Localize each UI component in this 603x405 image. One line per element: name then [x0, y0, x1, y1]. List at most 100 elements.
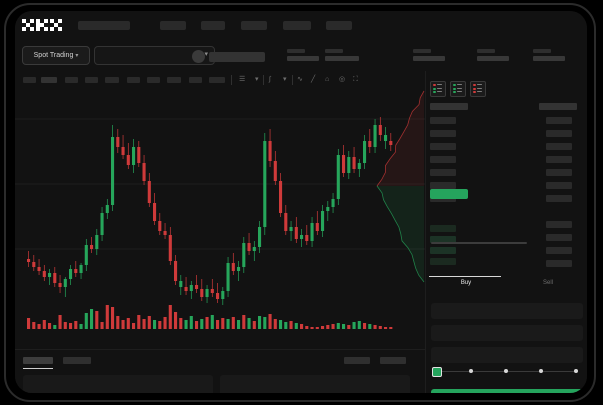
orderbook-mode-bids-icon[interactable]	[450, 81, 466, 97]
interval-button[interactable]	[209, 77, 225, 83]
toolbar-divider	[263, 75, 264, 85]
magnet-icon[interactable]: ⌂	[325, 76, 330, 83]
stat-value	[325, 56, 359, 61]
stat-label	[287, 49, 305, 53]
nav-item-6[interactable]	[326, 21, 352, 30]
orderbook-right-row[interactable]	[546, 195, 572, 202]
fullscreen-icon[interactable]: ⛶	[353, 76, 358, 83]
orderbook-ask-row[interactable]	[430, 130, 456, 137]
stat-label	[325, 49, 343, 53]
orderbook-mode-both-icon[interactable]	[430, 81, 446, 97]
slider-stop-25[interactable]	[469, 369, 473, 373]
bottom-tab-order-history[interactable]	[63, 357, 91, 364]
slider-handle[interactable]	[432, 367, 442, 377]
orderbook-ask-row[interactable]	[430, 117, 456, 124]
bottom-content-left[interactable]	[23, 375, 213, 393]
bottom-content-right[interactable]	[220, 375, 410, 393]
orderbook-right-row[interactable]	[546, 156, 572, 163]
stat-last-price	[287, 49, 319, 61]
nav-item-5[interactable]	[283, 21, 311, 30]
slider-stop-75[interactable]	[539, 369, 543, 373]
slider-stop-50[interactable]	[504, 369, 508, 373]
okx-logo[interactable]	[22, 19, 62, 31]
orderbook-right-row[interactable]	[546, 247, 572, 254]
spot-trading-label: Spot Trading	[33, 52, 74, 59]
tab-buy[interactable]: Buy	[460, 280, 472, 286]
orderbook-view-modes	[430, 81, 584, 99]
stat-change-24h	[325, 49, 359, 61]
orderbook-ask-row[interactable]	[430, 169, 456, 176]
chart-gridlines	[15, 118, 425, 250]
orderbook-ask-row[interactable]	[430, 182, 456, 189]
interval-button[interactable]	[65, 77, 78, 83]
toolbar-divider	[292, 75, 293, 85]
price-field[interactable]	[431, 303, 583, 319]
indicators-icon[interactable]: ∫	[269, 76, 271, 83]
orderbook-mode-asks-icon[interactable]	[470, 81, 486, 97]
orderbook-right-row[interactable]	[546, 130, 572, 137]
candlestick-type-icon[interactable]: ☰	[239, 76, 246, 83]
orderbook-right-row[interactable]	[546, 169, 572, 176]
chevron-down-icon: ▾	[204, 51, 208, 58]
trade-pair-bar: Spot Trading ▾ ▾	[15, 39, 587, 71]
current-price-highlight	[430, 189, 468, 199]
stat-value	[287, 56, 319, 61]
chart-type-chevron-icon[interactable]: ▾	[255, 76, 259, 83]
interval-button[interactable]	[167, 77, 181, 83]
interval-button[interactable]	[23, 77, 36, 83]
indicators-chevron-icon[interactable]: ▾	[283, 76, 287, 83]
bottom-tab-underline	[23, 368, 53, 369]
nav-item-4[interactable]	[241, 21, 267, 30]
orderbook-right-row[interactable]	[546, 221, 572, 228]
interval-button[interactable]	[41, 77, 57, 83]
tab-active-underline	[429, 276, 501, 277]
price-chart-panel[interactable]	[15, 89, 425, 349]
volume-series	[27, 305, 393, 329]
stat-label	[413, 49, 431, 53]
total-field[interactable]	[431, 347, 583, 363]
slider-stop-100[interactable]	[574, 369, 578, 373]
orderbook-rows[interactable]	[426, 103, 587, 271]
bottom-tab-open-orders[interactable]	[23, 357, 53, 364]
orderbook-trade-panel: Buy Sell	[425, 71, 587, 393]
spot-trading-dropdown[interactable]: Spot Trading ▾	[22, 46, 90, 65]
candlestick-chart[interactable]	[15, 89, 425, 349]
toolbar-divider	[231, 75, 232, 85]
orderbook-right-row[interactable]	[546, 260, 572, 267]
app-screen: Spot Trading ▾ ▾	[15, 11, 587, 393]
bottom-action-2[interactable]	[380, 357, 406, 364]
orderbook-right-row[interactable]	[546, 234, 572, 241]
amount-field[interactable]	[431, 325, 583, 341]
nav-item-1[interactable]	[78, 21, 130, 30]
orderbook-bid-row[interactable]	[430, 236, 456, 243]
orderbook-bid-row[interactable]	[430, 258, 456, 265]
orderbook-bid-row[interactable]	[430, 225, 456, 232]
interval-button[interactable]	[85, 77, 98, 83]
stat-low-24h	[477, 49, 509, 61]
pair-name-redacted	[209, 52, 265, 62]
orderbook-bid-row[interactable]	[430, 247, 456, 254]
orderbook-ask-row[interactable]	[430, 143, 456, 150]
orderbook-scrollbar[interactable]	[431, 242, 527, 244]
pencil-tool-icon[interactable]: ╱	[311, 76, 316, 83]
bottom-action-1[interactable]	[344, 357, 370, 364]
stat-value	[477, 56, 509, 61]
tab-sell[interactable]: Sell	[542, 280, 553, 286]
line-tool-icon[interactable]: ∿	[297, 76, 303, 83]
nav-item-2[interactable]	[160, 21, 186, 30]
interval-button[interactable]	[127, 77, 140, 83]
interval-button[interactable]	[105, 77, 119, 83]
interval-button[interactable]	[189, 77, 202, 83]
nav-item-3[interactable]	[201, 21, 225, 30]
interval-button[interactable]	[147, 77, 160, 83]
settings-gear-icon[interactable]: ◎	[339, 76, 346, 83]
buy-submit-button[interactable]	[431, 389, 583, 393]
orderbook-ask-row[interactable]	[430, 156, 456, 163]
orderbook-right-row[interactable]	[546, 182, 572, 189]
orderbook-right-row[interactable]	[546, 143, 572, 150]
orders-panel	[15, 349, 425, 393]
orderbook-right-row[interactable]	[546, 117, 572, 124]
stat-high-24h	[413, 49, 445, 61]
stat-value	[533, 56, 565, 61]
amount-percent-slider[interactable]	[432, 367, 582, 377]
